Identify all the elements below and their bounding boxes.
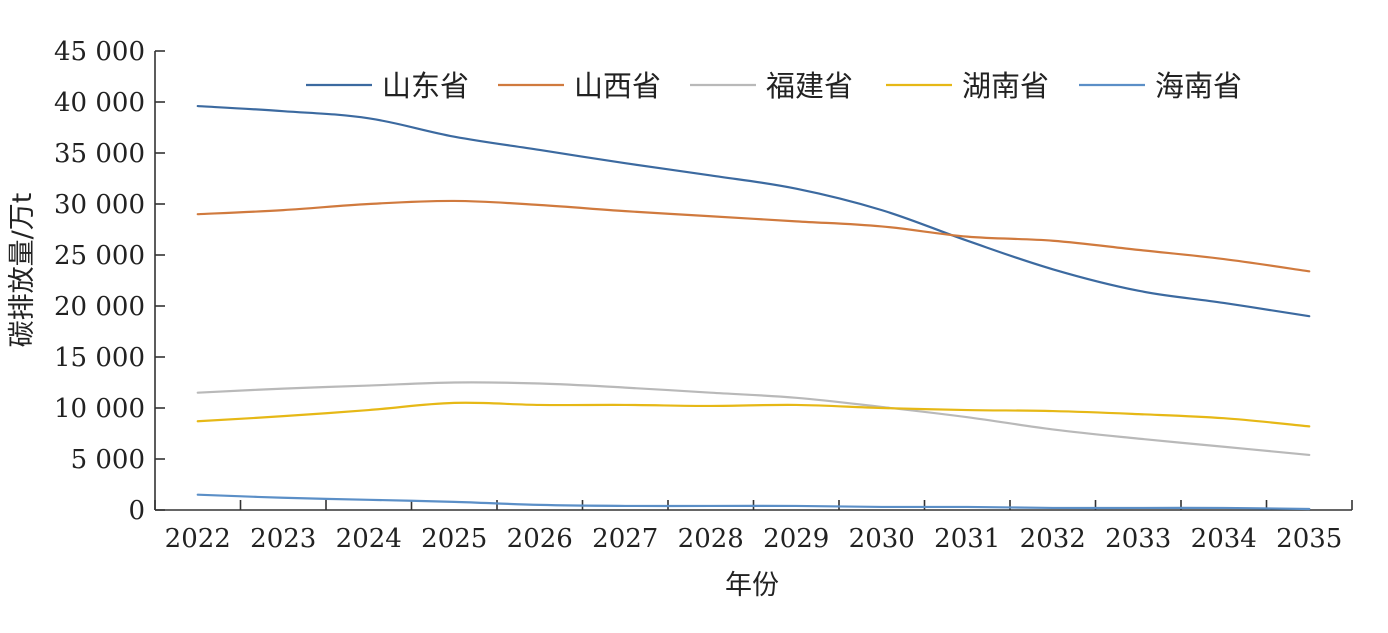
x-tick-label: 2028	[678, 524, 744, 554]
series-line-1	[196, 104, 1311, 318]
y-axis-title: 碳排放量/万t	[7, 193, 38, 348]
y-tick-label: 10 000	[54, 394, 145, 424]
series-line-2	[196, 199, 1311, 273]
y-tick-label: 40 000	[54, 88, 145, 118]
legend-label-4: 湖南省	[962, 69, 1049, 103]
y-tick-label: 35 000	[54, 139, 145, 169]
x-tick-label: 2023	[250, 524, 316, 554]
y-tick-label: 30 000	[54, 190, 145, 220]
series-line-3	[196, 381, 1311, 457]
x-axis-title: 年份	[725, 570, 779, 601]
legend-label-1: 山东省	[382, 69, 469, 103]
x-tick-label: 2034	[1191, 524, 1257, 554]
series-lines	[196, 104, 1311, 511]
y-tick-label: 20 000	[54, 292, 145, 322]
y-axis: 0 5 000 10 000 15 000 20 000 25 000 30 000 35 0…	[54, 37, 165, 526]
series-line-5	[196, 493, 1311, 511]
y-tick-label: 45 000	[54, 37, 145, 67]
x-tick-label: 2033	[1105, 524, 1171, 554]
x-axis: 2022 2023 2024 2025 2026 2027 2028 2029 2030 2031…	[154, 500, 1353, 554]
legend-label-3: 福建省	[766, 69, 853, 103]
y-tick-label: 15 000	[54, 343, 145, 373]
x-tick-label: 2029	[763, 524, 829, 554]
legend-label-5: 海南省	[1155, 69, 1242, 103]
y-tick-label: 0	[128, 496, 145, 526]
x-tick-label: 2031	[934, 524, 1000, 554]
legend-label-2: 山西省	[574, 69, 661, 103]
y-tick-label: 5 000	[71, 445, 145, 475]
x-tick-label: 2022	[165, 524, 231, 554]
legend: 山东省 山西省 福建省 湖南省 海南省	[306, 69, 1242, 103]
x-tick-label: 2025	[421, 524, 487, 554]
x-tick-label: 2035	[1276, 524, 1342, 554]
y-tick-label: 25 000	[54, 241, 145, 271]
x-tick-label: 2027	[592, 524, 658, 554]
x-tick-label: 2032	[1020, 524, 1086, 554]
x-tick-label: 2030	[849, 524, 915, 554]
series-line-4	[196, 401, 1311, 428]
x-tick-label: 2026	[507, 524, 573, 554]
x-tick-label: 2024	[336, 524, 402, 554]
